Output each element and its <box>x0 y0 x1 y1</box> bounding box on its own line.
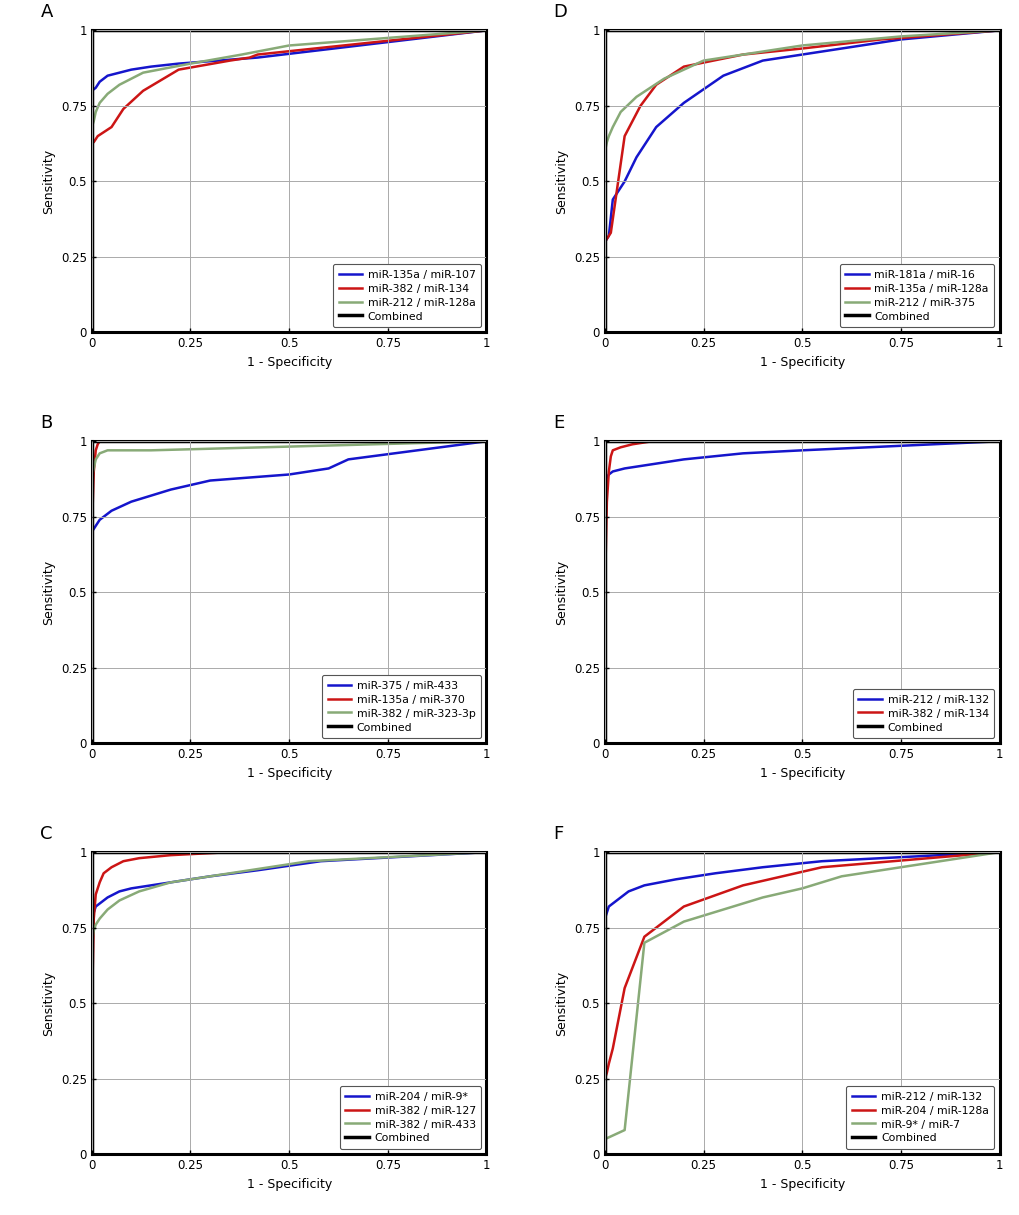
Text: D: D <box>553 4 567 22</box>
Text: C: C <box>41 825 53 843</box>
X-axis label: 1 - Specificity: 1 - Specificity <box>247 1177 331 1191</box>
Legend: miR-135a / miR-107, miR-382 / miR-134, miR-212 / miR-128a, Combined: miR-135a / miR-107, miR-382 / miR-134, m… <box>333 264 481 327</box>
X-axis label: 1 - Specificity: 1 - Specificity <box>247 356 331 369</box>
Text: E: E <box>553 414 565 433</box>
X-axis label: 1 - Specificity: 1 - Specificity <box>759 356 844 369</box>
Legend: miR-375 / miR-433, miR-135a / miR-370, miR-382 / miR-323-3p, Combined: miR-375 / miR-433, miR-135a / miR-370, m… <box>322 676 481 738</box>
Y-axis label: Sensitivity: Sensitivity <box>555 149 568 214</box>
Text: B: B <box>41 414 53 433</box>
Y-axis label: Sensitivity: Sensitivity <box>43 560 55 625</box>
Legend: miR-212 / miR-132, miR-204 / miR-128a, miR-9* / miR-7, Combined: miR-212 / miR-132, miR-204 / miR-128a, m… <box>846 1086 994 1149</box>
X-axis label: 1 - Specificity: 1 - Specificity <box>759 1177 844 1191</box>
Y-axis label: Sensitivity: Sensitivity <box>43 971 55 1035</box>
Text: F: F <box>553 825 564 843</box>
Y-axis label: Sensitivity: Sensitivity <box>555 560 568 625</box>
Text: A: A <box>41 4 53 22</box>
X-axis label: 1 - Specificity: 1 - Specificity <box>759 767 844 780</box>
Legend: miR-204 / miR-9*, miR-382 / miR-127, miR-382 / miR-433, Combined: miR-204 / miR-9*, miR-382 / miR-127, miR… <box>339 1086 481 1149</box>
Legend: miR-181a / miR-16, miR-135a / miR-128a, miR-212 / miR-375, Combined: miR-181a / miR-16, miR-135a / miR-128a, … <box>839 264 994 327</box>
Y-axis label: Sensitivity: Sensitivity <box>555 971 568 1035</box>
X-axis label: 1 - Specificity: 1 - Specificity <box>247 767 331 780</box>
Y-axis label: Sensitivity: Sensitivity <box>43 149 55 214</box>
Legend: miR-212 / miR-132, miR-382 / miR-134, Combined: miR-212 / miR-132, miR-382 / miR-134, Co… <box>852 689 994 738</box>
